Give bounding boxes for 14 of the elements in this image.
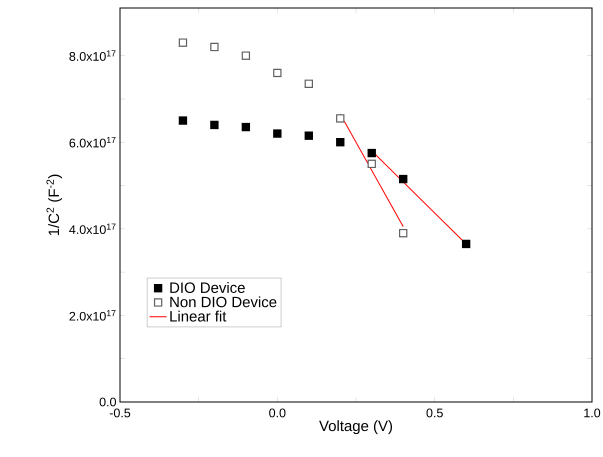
x-tick-label: 0.5 (426, 408, 443, 418)
legend-label: Non DIO Device (170, 296, 276, 308)
legend-label: Linear fit (170, 310, 226, 322)
legend-label: DIO Device (170, 282, 245, 293)
y-axis-title: 1/C$^{2}$ (F$^{-2}$) (46, 174, 62, 236)
x-tick-label: 0.0 (269, 408, 286, 418)
x-tick-label: 1.0 (584, 408, 600, 418)
y-tick-label: 4.0x10$^{17}$ (69, 224, 116, 234)
y-tick-label: 8.0x10$^{17}$ (69, 50, 116, 61)
y-tick-label: 0.0 (100, 398, 116, 406)
x-axis-title: Voltage (V) (319, 420, 392, 434)
x-tick-label: -0.5 (110, 408, 130, 418)
y-tick-label: 2.0x10$^{17}$ (70, 310, 116, 321)
y-tick-label: 6.0x10$^{17}$ (70, 136, 116, 148)
